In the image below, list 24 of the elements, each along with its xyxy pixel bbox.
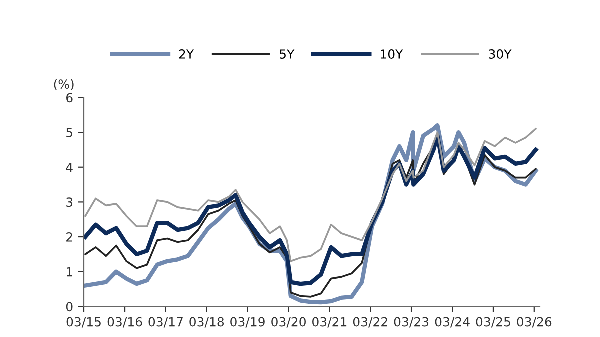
- x-tick-label: 03/19: [230, 317, 265, 328]
- x-tick-label: 03/20: [272, 317, 306, 328]
- legend-label: 5Y: [280, 50, 295, 59]
- y-axis-title: (%): [54, 79, 74, 91]
- y-tick-label: 0: [66, 302, 73, 312]
- y-tick-label: 6: [66, 93, 73, 103]
- x-tick-label: 03/15: [66, 317, 101, 328]
- y-tick-label: 1: [67, 267, 72, 277]
- x-tick-label: 03/21: [312, 317, 347, 328]
- x-tick-label: 03/23: [394, 317, 429, 328]
- x-tick-label: 03/18: [190, 317, 224, 328]
- y-tick-label: 5: [66, 128, 72, 138]
- legend-label: 10Y: [381, 50, 404, 59]
- x-tick-label: 03/24: [435, 317, 470, 328]
- legend-label: 2Y: [179, 50, 194, 59]
- y-tick-label: 3: [66, 198, 73, 208]
- x-tick-label: 03/22: [353, 317, 388, 328]
- x-tick-label: 03/17: [148, 317, 183, 328]
- x-tick-label: 03/25: [476, 317, 510, 328]
- y-tick-label: 2: [66, 232, 72, 242]
- x-tick-label: 03/16: [108, 317, 142, 328]
- y-tick-label: 4: [66, 163, 73, 172]
- legend-label: 30Y: [489, 50, 512, 59]
- x-tick-label: 03/26: [517, 317, 552, 328]
